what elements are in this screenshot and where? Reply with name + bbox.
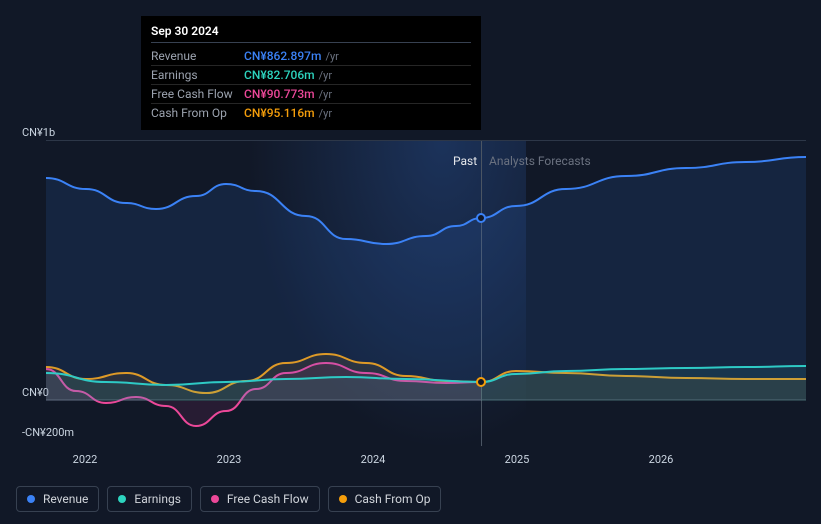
x-axis-label: 2023 [217,453,242,466]
tooltip-metric-value: CN¥862.897m [244,49,321,63]
tooltip-metric-value: CN¥95.116m [244,106,315,120]
tooltip-row: Cash From OpCN¥95.116m/yr [151,104,471,122]
legend-dot [211,495,219,503]
tooltip-row: RevenueCN¥862.897m/yr [151,47,471,66]
tooltip-date: Sep 30 2024 [151,24,471,43]
legend-item-cash-from-op[interactable]: Cash From Op [328,486,442,512]
chart-lines [46,141,806,401]
tooltip-metric-value: CN¥82.706m [244,68,315,82]
tooltip-metric-label: Free Cash Flow [151,87,244,101]
x-axis-label: 2025 [505,453,530,466]
chart-tooltip: Sep 30 2024 RevenueCN¥862.897m/yrEarning… [141,16,481,130]
tooltip-row: EarningsCN¥82.706m/yr [151,66,471,85]
legend-item-revenue[interactable]: Revenue [16,486,99,512]
x-axis-label: 2022 [73,453,98,466]
legend-dot [118,495,126,503]
legend-label: Revenue [43,492,88,506]
y-axis-label: CN¥0 [22,386,49,399]
chart-plot-area[interactable]: Past Analysts Forecasts [46,140,806,400]
x-axis-label: 2026 [649,453,674,466]
tooltip-unit: /yr [325,50,338,63]
tooltip-metric-value: CN¥90.773m [244,87,315,101]
y-axis-label: -CN¥200m [22,426,74,439]
legend-label: Cash From Op [355,492,431,506]
chart-marker [476,213,486,223]
legend-dot [339,495,347,503]
legend-item-free-cash-flow[interactable]: Free Cash Flow [200,486,320,512]
tooltip-unit: /yr [319,69,332,82]
tooltip-metric-label: Earnings [151,68,244,82]
tooltip-metric-label: Revenue [151,49,244,63]
legend-label: Free Cash Flow [227,492,309,506]
tooltip-unit: /yr [319,88,332,101]
chart-legend: Revenue Earnings Free Cash Flow Cash From O… [16,486,441,512]
legend-dot [27,495,35,503]
series-area-revenue [46,157,806,401]
legend-label: Earnings [134,492,181,506]
tooltip-row: Free Cash FlowCN¥90.773m/yr [151,85,471,104]
tooltip-metric-label: Cash From Op [151,106,244,120]
y-axis-label: CN¥1b [22,126,55,139]
tooltip-unit: /yr [319,107,332,120]
chart-marker [476,377,486,387]
x-axis-label: 2024 [361,453,386,466]
legend-item-earnings[interactable]: Earnings [107,486,192,512]
